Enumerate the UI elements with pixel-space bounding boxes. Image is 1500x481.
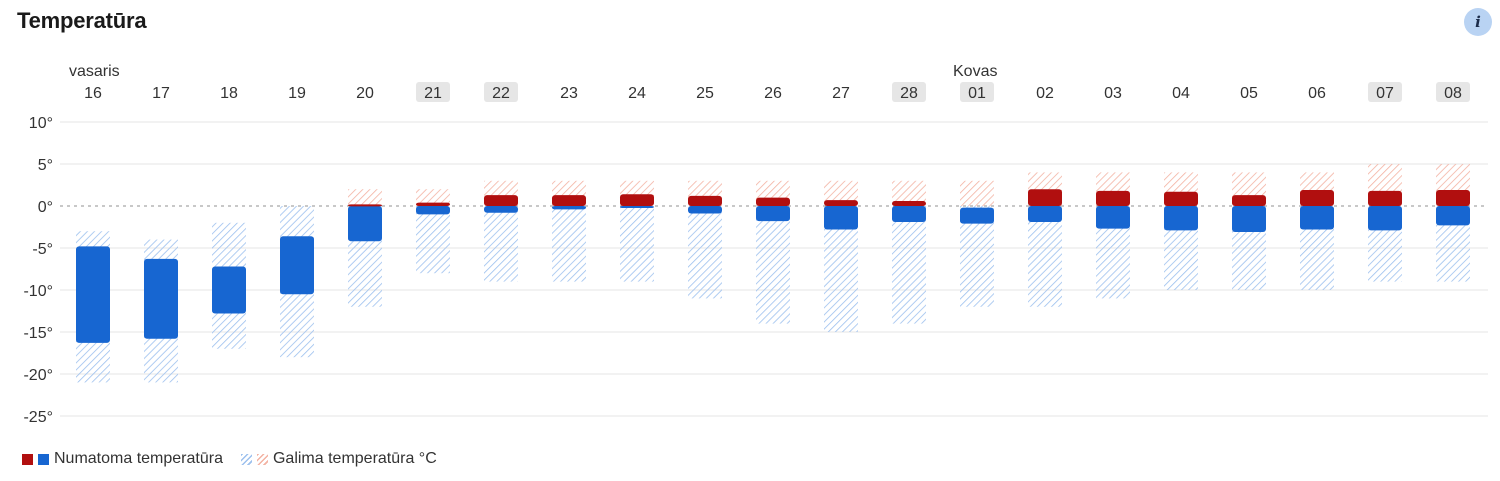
day-label: 05	[1240, 85, 1258, 102]
month-label: Kovas	[953, 63, 997, 80]
month-label: vasaris	[69, 63, 120, 80]
y-tick-label: 10°	[29, 115, 53, 132]
day-highlight	[416, 82, 450, 102]
page-title: Temperatūra	[17, 8, 147, 33]
day-label: 07	[1376, 85, 1394, 102]
day-highlight	[1436, 82, 1470, 102]
possible-range-cold	[416, 206, 450, 274]
day-label: 01	[968, 85, 986, 102]
possible-range-cold	[552, 206, 586, 282]
day-label: 22	[492, 85, 510, 102]
expected-bar-cold	[824, 206, 858, 230]
legend-expected-label: Numatoma temperatūra	[54, 450, 223, 467]
temperature-chart: 10° 5° 0° -5° -10° -15° -20° -25° vasaris Kovas 16…	[23, 63, 1488, 426]
day-highlight	[484, 82, 518, 102]
expected-bar-cold	[620, 206, 654, 208]
day-highlight	[892, 82, 926, 102]
day-label: 08	[1444, 85, 1462, 102]
expected-bar-warm	[348, 204, 382, 207]
day-label: 21	[424, 85, 442, 102]
expected-bar-warm	[824, 200, 858, 206]
expected-bar-warm	[1232, 195, 1266, 206]
expected-bar-warm	[1368, 190, 1402, 206]
day-label: 23	[560, 85, 578, 102]
day-label: 26	[764, 85, 782, 102]
expected-bar-cold	[1300, 206, 1334, 230]
expected-bar-cold	[348, 206, 382, 242]
possible-range-warm	[348, 189, 382, 206]
possible-range-cold	[620, 206, 654, 282]
legend-possible-label: Galima temperatūra °C	[272, 450, 437, 467]
y-tick-label: -25°	[23, 409, 53, 426]
expected-bar-cold	[688, 206, 722, 214]
expected-bar-cold	[1368, 206, 1402, 231]
expected-bar-warm	[1164, 191, 1198, 206]
day-label: 16	[84, 85, 102, 102]
expected-bar-cold	[960, 207, 994, 224]
expected-bar-cold	[1164, 206, 1198, 231]
day-label: 04	[1172, 85, 1190, 102]
expected-bar-warm	[416, 202, 450, 206]
possible-range-warm	[960, 180, 994, 206]
expected-bar-cold	[1232, 206, 1266, 233]
legend-cold-swatch	[38, 453, 49, 465]
expected-bar-cold	[1436, 206, 1470, 226]
expected-bar-warm	[484, 195, 518, 206]
expected-bar-cold	[552, 206, 586, 210]
legend-warm-swatch	[22, 453, 33, 465]
day-highlight	[1368, 82, 1402, 102]
expected-bar-warm	[756, 197, 790, 206]
expected-bar-cold	[144, 258, 178, 339]
legend-cold-range-swatch	[240, 453, 252, 465]
expected-bar-warm	[552, 195, 586, 206]
possible-range-cold	[1028, 206, 1062, 307]
day-label: 27	[832, 85, 850, 102]
chart-legend: Numatoma temperatūra Galima temperatūra …	[22, 450, 455, 468]
expected-bar-cold	[416, 206, 450, 215]
day-label: 17	[152, 85, 170, 102]
info-button[interactable]: i	[1464, 8, 1492, 36]
possible-range-cold	[892, 206, 926, 324]
y-tick-label: -20°	[23, 367, 53, 384]
expected-bar-warm	[1096, 190, 1130, 206]
expected-bar-cold	[756, 206, 790, 222]
expected-bar-cold	[76, 246, 110, 343]
possible-range-cold	[688, 206, 722, 299]
day-label: 25	[696, 85, 714, 102]
day-label: 24	[628, 85, 646, 102]
day-label: 19	[288, 85, 306, 102]
y-tick-label: -5°	[32, 241, 53, 258]
expected-bar-cold	[1096, 206, 1130, 229]
legend-warm-range-swatch	[256, 453, 268, 465]
info-icon: i	[1475, 13, 1481, 31]
day-label: 28	[900, 85, 918, 102]
expected-bar-warm	[620, 194, 654, 206]
y-tick-label: 5°	[38, 157, 53, 174]
day-label: 02	[1036, 85, 1054, 102]
expected-bar-cold	[892, 206, 926, 222]
possible-range-cold	[756, 206, 790, 324]
possible-range-cold	[484, 206, 518, 282]
day-label: 18	[220, 85, 238, 102]
expected-bar-cold	[280, 236, 314, 295]
y-tick-label: 0°	[38, 199, 53, 216]
day-label: 06	[1308, 85, 1326, 102]
day-label: 03	[1104, 85, 1122, 102]
expected-bar-warm	[1436, 190, 1470, 206]
y-tick-label: -10°	[23, 283, 53, 300]
y-tick-label: -15°	[23, 325, 53, 342]
day-highlight	[960, 82, 994, 102]
expected-bar-cold	[484, 206, 518, 213]
expected-bar-cold	[1028, 206, 1062, 222]
expected-bar-warm	[1028, 189, 1062, 206]
expected-bar-warm	[1300, 190, 1334, 206]
expected-bar-warm	[688, 195, 722, 206]
day-label: 20	[356, 85, 374, 102]
possible-range-warm	[416, 189, 450, 206]
expected-bar-warm	[892, 200, 926, 206]
expected-bar-cold	[212, 266, 246, 314]
